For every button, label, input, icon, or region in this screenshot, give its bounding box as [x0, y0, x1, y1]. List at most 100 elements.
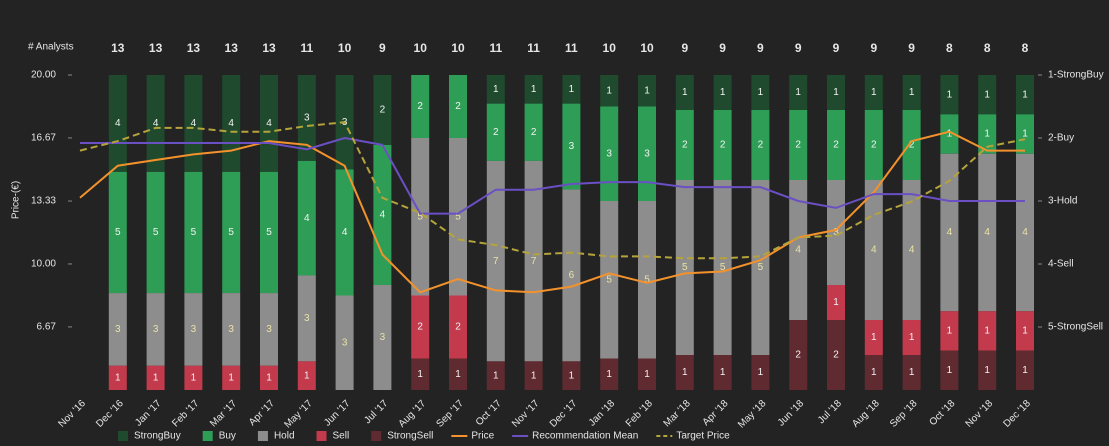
bar-segment — [751, 110, 770, 180]
bar-segment — [638, 106, 656, 201]
bar-segment — [864, 180, 883, 320]
segment-label: 7 — [531, 256, 537, 267]
segment-label: 1 — [606, 85, 612, 96]
bar-segment — [562, 103, 581, 190]
bar-segment — [978, 350, 997, 390]
bar-segment — [675, 110, 694, 180]
analyst-count: 9 — [757, 41, 764, 55]
segment-label: 1 — [417, 369, 423, 380]
bar-segment — [260, 365, 278, 390]
bar-segment — [411, 75, 430, 138]
segment-label: 4 — [380, 210, 386, 221]
bar-segment — [335, 295, 354, 390]
legend-swatch — [118, 431, 128, 441]
segment-label: 1 — [871, 367, 877, 378]
segment-label: 1 — [947, 89, 953, 100]
segment-label: 3 — [153, 324, 159, 335]
segment-label: 4 — [795, 245, 801, 256]
segment-label: 5 — [455, 211, 461, 222]
y-tick-label: 10.00 — [31, 259, 56, 270]
bar-segment — [1016, 153, 1034, 312]
bar-segment — [713, 355, 732, 390]
bar-segment — [562, 75, 581, 104]
analyst-count: 9 — [833, 41, 840, 55]
bar-segment — [600, 106, 619, 201]
segment-label: 1 — [720, 87, 726, 98]
segment-label: 2 — [531, 127, 537, 138]
bar-segment — [146, 365, 165, 390]
analyst-count: 10 — [603, 41, 617, 55]
segment-label: 4 — [984, 227, 990, 238]
segment-label: 2 — [720, 140, 726, 151]
bar-segment — [751, 75, 770, 110]
analyst-count: 9 — [681, 41, 688, 55]
analyst-count: 8 — [946, 41, 953, 55]
legend-swatch — [316, 431, 327, 441]
bar-segment — [902, 180, 921, 320]
bar-segment — [449, 358, 467, 390]
bar-segment — [184, 365, 203, 390]
segment-label: 1 — [984, 89, 990, 100]
legend-label: Buy — [219, 431, 236, 442]
segment-label: 3 — [569, 141, 575, 152]
segment-label: 1 — [909, 87, 915, 98]
bar-segment — [675, 355, 694, 390]
analyst-count: 8 — [1022, 41, 1029, 55]
bar-segment — [940, 153, 959, 312]
legend-swatch — [371, 431, 382, 441]
bar-segment — [297, 275, 316, 362]
segment-label: 5 — [644, 274, 650, 285]
bar-segment — [562, 361, 581, 390]
segment-label: 1 — [984, 326, 990, 337]
segment-label: 5 — [191, 227, 197, 238]
legend-label: Sell — [333, 431, 350, 442]
legend-label: StrongSell — [387, 431, 433, 442]
segment-label: 4 — [871, 245, 877, 256]
segment-label: 1 — [153, 373, 159, 384]
segment-label: 1 — [682, 367, 688, 378]
segment-label: 1 — [115, 373, 121, 384]
legend-label: Target Price — [676, 431, 730, 442]
segment-label: 4 — [909, 245, 915, 256]
segment-label: 3 — [304, 313, 310, 324]
y2-tick-label: 4-Sell — [1048, 259, 1074, 270]
analyst-count: 13 — [111, 41, 125, 55]
bar-segment — [751, 180, 770, 355]
bar-segment — [789, 75, 808, 110]
bar-segment — [751, 355, 770, 390]
segment-label: 1 — [1022, 89, 1028, 100]
segment-label: 4 — [153, 118, 159, 129]
analyst-count: 13 — [149, 41, 163, 55]
segment-label: 1 — [531, 370, 537, 381]
bar-segment — [373, 145, 392, 285]
segment-label: 5 — [153, 227, 159, 238]
segment-label: 5 — [417, 211, 423, 222]
bar-segment — [713, 110, 732, 180]
segment-label: 5 — [115, 227, 121, 238]
bar-segment — [222, 293, 241, 366]
segment-label: 1 — [455, 369, 461, 380]
bar-segment — [940, 350, 959, 390]
bar-segment — [108, 75, 127, 172]
segment-label: 2 — [455, 322, 461, 333]
segment-label: 7 — [493, 256, 499, 267]
bar-segment — [449, 138, 467, 296]
analyst-count: 10 — [414, 41, 428, 55]
segment-label: 1 — [493, 84, 499, 95]
segment-label: 1 — [984, 365, 990, 376]
y2-tick-label: 2-Buy — [1048, 133, 1074, 144]
segment-label: 3 — [115, 324, 121, 335]
bar-segment — [524, 103, 543, 161]
segment-label: 5 — [682, 262, 688, 273]
segment-label: 2 — [380, 105, 386, 116]
bar-segment — [675, 75, 694, 110]
bar-segment — [146, 293, 165, 366]
segment-label: 2 — [795, 140, 801, 151]
analysts-label: # Analysts — [28, 42, 74, 53]
segment-label: 4 — [947, 227, 953, 238]
segment-label: 5 — [606, 274, 612, 285]
line-series — [79, 121, 1026, 260]
segment-label: 3 — [304, 113, 310, 124]
segment-label: 2 — [833, 350, 839, 361]
